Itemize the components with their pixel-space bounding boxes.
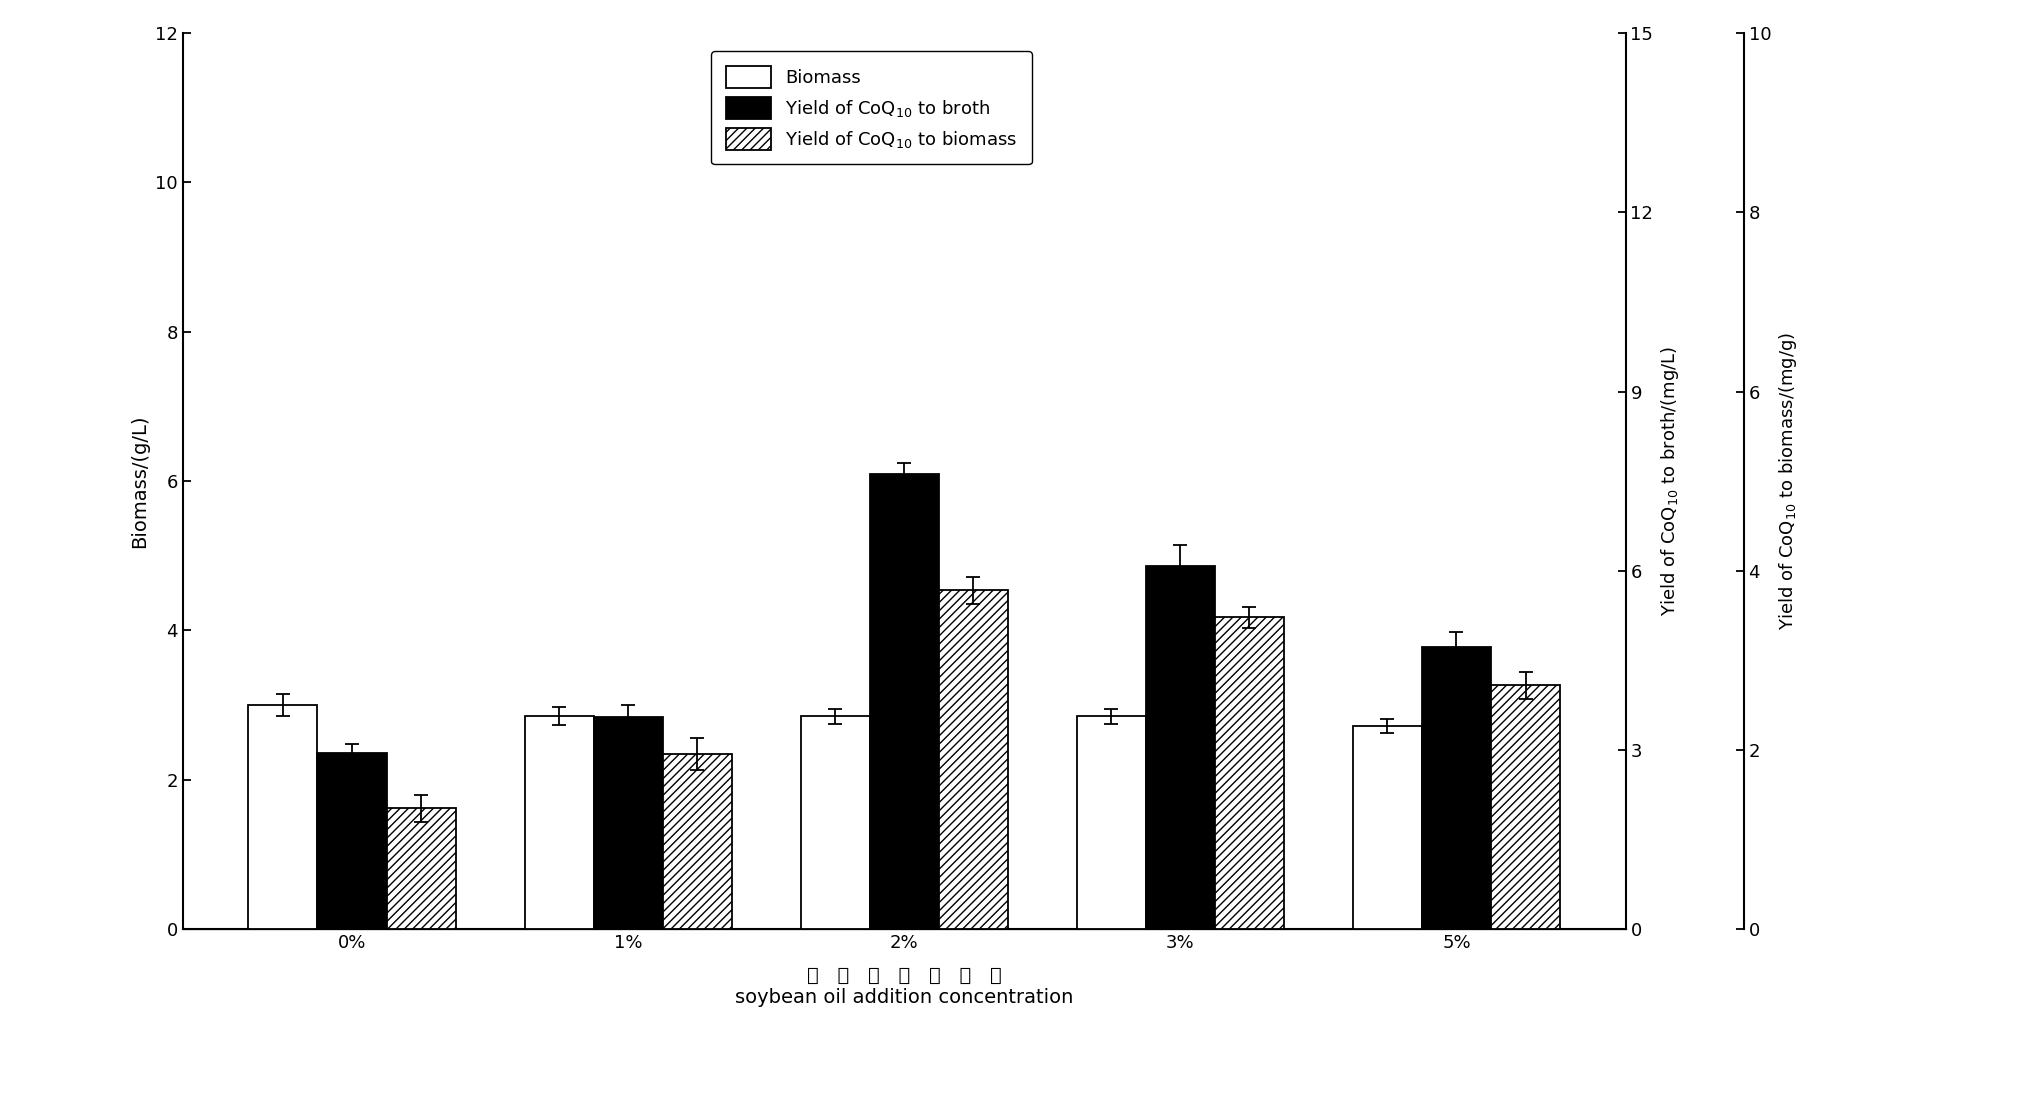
Bar: [1422, 647, 1491, 929]
Bar: [1146, 566, 1215, 929]
Y-axis label: Yield of CoQ$_{10}$ to biomass/(mg/g): Yield of CoQ$_{10}$ to biomass/(mg/g): [1776, 332, 1798, 630]
Y-axis label: Yield of CoQ$_{10}$ to broth/(mg/L): Yield of CoQ$_{10}$ to broth/(mg/L): [1658, 346, 1680, 616]
Bar: [593, 717, 662, 929]
Bar: [524, 717, 593, 929]
X-axis label: 大   豆   油   添   加   浓   度
soybean oil addition concentration: 大 豆 油 添 加 浓 度 soybean oil addition conce…: [736, 966, 1073, 1006]
Bar: [801, 717, 870, 929]
Bar: [1077, 717, 1146, 929]
Bar: [662, 754, 732, 929]
Bar: [1353, 726, 1422, 929]
Bar: [317, 753, 386, 929]
Bar: [1215, 617, 1284, 929]
Legend: Biomass, Yield of CoQ$_{10}$ to broth, Yield of CoQ$_{10}$ to biomass: Biomass, Yield of CoQ$_{10}$ to broth, Y…: [711, 51, 1032, 164]
Bar: [1491, 686, 1561, 929]
Bar: [386, 808, 455, 929]
Bar: [248, 706, 317, 929]
Bar: [870, 474, 939, 929]
Bar: [939, 591, 1008, 929]
Y-axis label: Biomass/(g/L): Biomass/(g/L): [130, 415, 150, 547]
